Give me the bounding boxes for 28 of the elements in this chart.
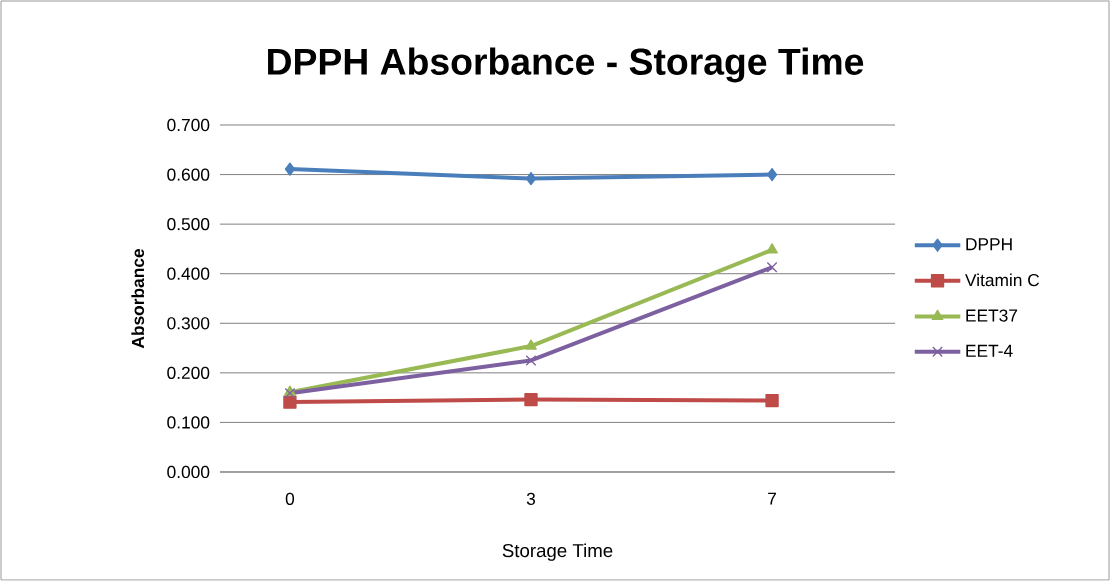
legend-label: EET-4 xyxy=(966,344,1013,357)
x-tick-label: 3 xyxy=(526,492,536,505)
y-tick-label: 0.200 xyxy=(167,366,210,379)
x-tick-label: 7 xyxy=(768,492,776,505)
x-tick-label: 0 xyxy=(285,492,295,505)
y-tick-label: 0.500 xyxy=(167,218,210,231)
y-tick-label: 0.100 xyxy=(167,416,210,429)
point xyxy=(283,395,297,409)
point xyxy=(766,261,778,273)
point xyxy=(524,392,538,407)
y-tick-label: 0.400 xyxy=(167,267,210,280)
y-tick-label: 0.700 xyxy=(167,118,210,132)
point xyxy=(766,167,778,182)
y-axis-title: Absorbance xyxy=(131,248,145,349)
legend-label: Vitamin C xyxy=(965,273,1040,287)
y-tick-label: 0.300 xyxy=(167,317,210,330)
chart-title: DPPH Absorbance - Storage Time xyxy=(268,47,864,83)
legend-label: EET37 xyxy=(966,309,1018,322)
point xyxy=(766,243,778,254)
point xyxy=(525,171,537,186)
point xyxy=(525,355,537,366)
legend-label: DPPH xyxy=(966,238,1012,251)
y-tick-label: 0.600 xyxy=(167,168,210,181)
y-tick-label: 0.000 xyxy=(167,465,210,479)
point xyxy=(525,339,537,350)
point xyxy=(765,393,779,408)
point xyxy=(284,162,296,176)
x-axis-title: Storage Time xyxy=(502,543,613,561)
